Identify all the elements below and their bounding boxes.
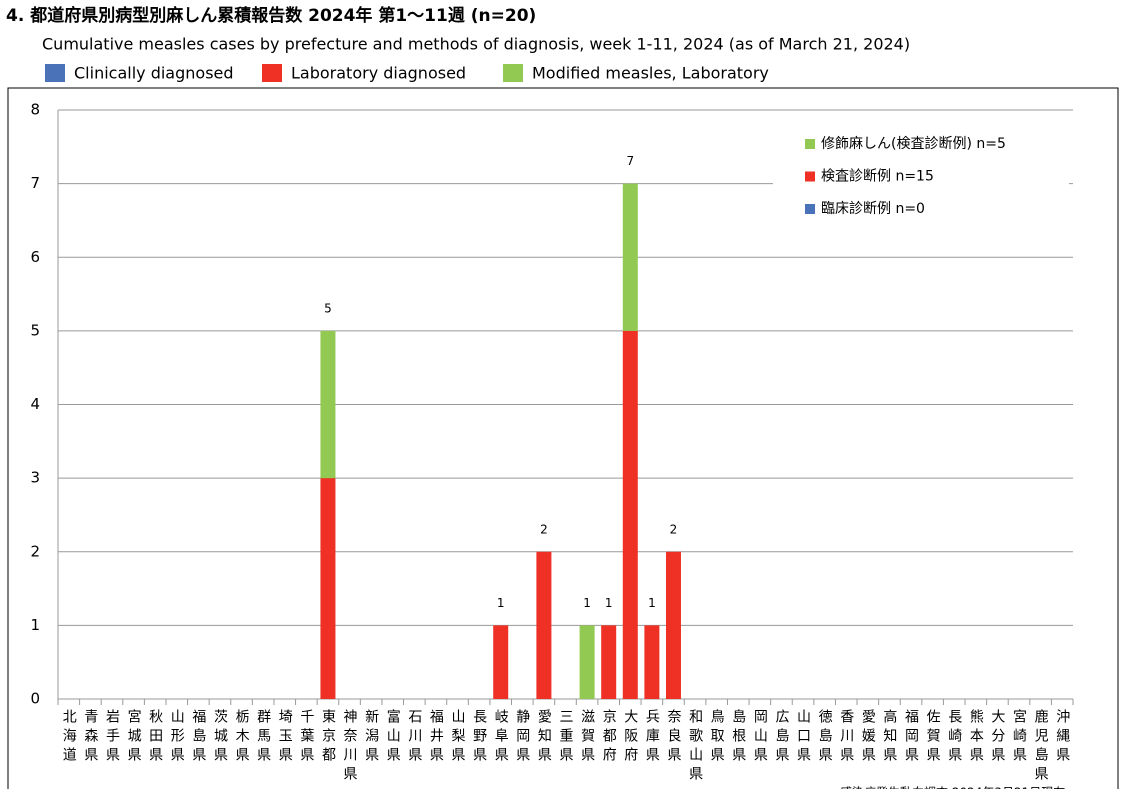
x-tick-label: 愛知県	[536, 709, 552, 766]
x-tick-label: 栃木県	[234, 709, 250, 766]
x-tick-label: 千葉県	[298, 709, 314, 766]
x-tick-label: 佐賀県	[925, 709, 941, 766]
x-tick-label: 秋田県	[147, 709, 163, 766]
x-tick-label: 宮崎県	[1011, 709, 1027, 766]
chart-subtitle: Cumulative measles cases by prefecture a…	[42, 35, 910, 54]
x-tick-label: 福島県	[190, 709, 206, 766]
x-tick-label: 滋賀県	[579, 709, 595, 766]
plot-frame	[7, 87, 1119, 789]
legend-swatch	[805, 139, 815, 149]
y-tick-label: 8	[30, 101, 40, 119]
bar-segment	[320, 478, 336, 699]
x-tick-label: 奈良県	[665, 709, 681, 766]
x-tick-label: 愛媛県	[860, 709, 876, 766]
y-tick-label: 6	[30, 248, 40, 266]
x-tick-label: 徳島県	[817, 709, 833, 766]
y-tick-label: 0	[30, 690, 40, 708]
x-tick-label: 岐阜県	[493, 709, 509, 766]
bar-segment	[536, 551, 552, 699]
legend-swatch	[805, 204, 815, 214]
x-tick-label: 岡山県	[752, 709, 768, 766]
x-tick-label: 長野県	[471, 709, 487, 766]
x-tick-label: 石川県	[406, 709, 422, 766]
y-tick-label: 4	[30, 395, 40, 413]
total-label: 1	[497, 596, 505, 610]
bar-segment	[622, 330, 638, 699]
x-tick-label: 岩手県	[104, 709, 120, 766]
total-label: 5	[324, 301, 332, 315]
legend-label: 臨床診断例 n=0	[821, 201, 925, 217]
legend-swatch	[262, 64, 282, 82]
bar-segment	[579, 625, 595, 699]
x-tick-label: 東京都	[320, 709, 336, 766]
bar-segment	[622, 183, 638, 331]
total-label: 1	[648, 596, 656, 610]
x-tick-label: 新潟県	[363, 709, 379, 766]
x-tick-label: 鹿児島県	[1033, 708, 1049, 785]
x-tick-label: 広島県	[773, 709, 789, 766]
x-tick-label: 静岡県	[514, 709, 530, 766]
bar-segment	[665, 551, 681, 699]
bar-segment	[601, 625, 617, 699]
x-tick-label: 熊本県	[968, 709, 984, 766]
x-tick-label: 宮城県	[126, 709, 142, 766]
legend-box	[773, 126, 1069, 226]
x-tick-label: 福岡県	[903, 709, 919, 766]
source-note: 感染症発生動向調査 2024年3月21日現在	[840, 785, 1065, 789]
x-tick-label: 香川県	[838, 709, 854, 766]
x-tick-label: 山梨県	[450, 709, 466, 766]
total-label: 2	[540, 522, 548, 536]
x-tick-label: 青森県	[82, 709, 98, 766]
x-tick-label: 兵庫県	[644, 709, 660, 766]
y-tick-label: 3	[30, 469, 40, 487]
legend-label: Clinically diagnosed	[74, 64, 234, 83]
x-tick-label: 神奈川県	[342, 709, 358, 785]
x-tick-label: 山形県	[169, 709, 185, 766]
x-tick-label: 大阪府	[622, 709, 638, 766]
legend-label: 修飾麻しん(検査診断例) n=5	[821, 136, 1006, 152]
x-tick-label: 和歌山県	[687, 709, 703, 785]
total-label: 1	[583, 596, 591, 610]
x-tick-label: 茨城県	[212, 709, 228, 766]
x-tick-label: 鳥取県	[709, 709, 725, 766]
y-tick-label: 5	[30, 321, 40, 339]
x-tick-label: 長崎県	[946, 709, 962, 766]
y-tick-label: 1	[30, 616, 40, 634]
x-tick-label: 埼玉県	[277, 709, 293, 766]
x-tick-label: 沖縄県	[1054, 709, 1070, 766]
chart-title: 4. 都道府県別病型別麻しん累積報告数 2024年 第1～11週 (n=20)	[6, 5, 536, 26]
total-label: 2	[670, 522, 678, 536]
total-label: 1	[605, 596, 613, 610]
x-tick-label: 三重県	[558, 709, 574, 766]
total-label: 7	[626, 154, 634, 168]
x-tick-label: 北海道	[61, 709, 77, 766]
x-tick-label: 富山県	[385, 708, 401, 766]
legend-label: 検査診断例 n=15	[821, 169, 934, 185]
legend-swatch	[45, 64, 65, 82]
y-tick-label: 2	[30, 542, 40, 560]
legend-swatch	[503, 64, 523, 82]
bar-segment	[320, 330, 336, 479]
x-tick-label: 福井県	[428, 709, 444, 766]
x-tick-label: 群馬県	[255, 709, 271, 766]
x-tick-label: 大分県	[989, 709, 1005, 766]
legend-label: Modified measles, Laboratory	[532, 64, 769, 83]
y-tick-label: 7	[30, 174, 40, 192]
bar-segment	[493, 625, 509, 699]
x-tick-label: 京都府	[601, 709, 617, 766]
legend-swatch	[805, 171, 815, 182]
x-tick-label: 山口県	[795, 709, 811, 766]
x-tick-label: 高知県	[881, 708, 897, 766]
bar-segment	[644, 625, 660, 699]
x-tick-label: 島根県	[730, 709, 746, 766]
legend-label: Laboratory diagnosed	[291, 64, 466, 83]
